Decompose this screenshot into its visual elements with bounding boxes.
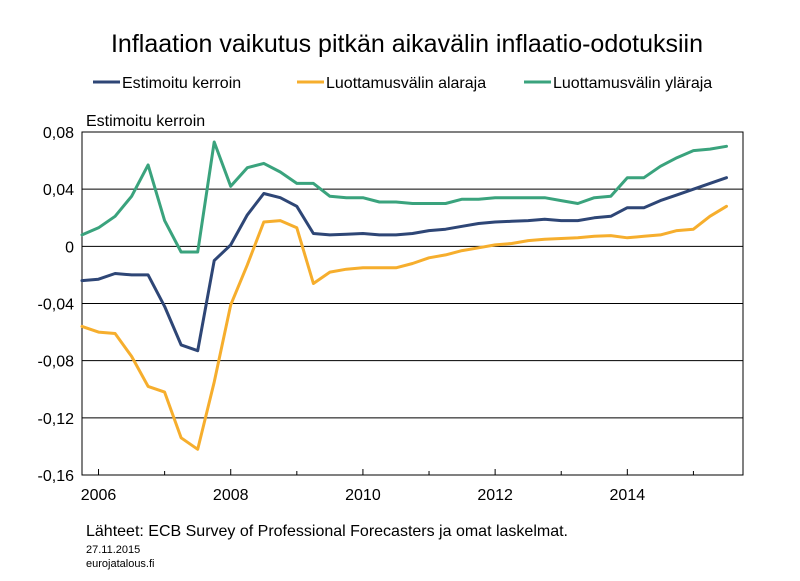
source-note: Lähteet: ECB Survey of Professional Fore… xyxy=(86,523,568,540)
y-tick-label: 0 xyxy=(65,239,74,256)
legend-label: Estimoitu kerroin xyxy=(122,75,241,92)
site-name: eurojatalous.fi xyxy=(86,558,155,570)
x-axis: 2006 2008 2010 2012 2014 xyxy=(81,469,694,504)
legend-label: Luottamusvälin yläraja xyxy=(553,75,712,92)
y-tick-label: -0,08 xyxy=(38,354,75,371)
series-line-1 xyxy=(80,176,728,353)
x-tick-label: 2014 xyxy=(610,487,646,504)
series-lines xyxy=(80,140,728,451)
series-line-2 xyxy=(80,204,728,451)
y-axis-label: Estimoitu kerroin xyxy=(86,113,205,130)
publication-date: 27.11.2015 xyxy=(86,544,140,556)
x-tick-label: 2006 xyxy=(81,487,117,504)
x-tick-label: 2012 xyxy=(477,487,513,504)
plot-frame xyxy=(81,131,744,476)
y-tick-label: 0,04 xyxy=(43,182,74,199)
y-axis: 0,08 0,04 0 -0,04 -0,08 -0,12 -0,16 xyxy=(38,125,75,485)
legend: Estimoitu kerroin Luottamusvälin alaraja L… xyxy=(93,75,712,92)
series-line-3 xyxy=(80,140,728,254)
gridlines xyxy=(82,188,743,419)
legend-label: Luottamusvälin alaraja xyxy=(326,75,486,92)
x-tick-label: 2008 xyxy=(213,487,249,504)
y-tick-label: -0,04 xyxy=(38,297,75,314)
x-tick-label: 2010 xyxy=(345,487,381,504)
y-tick-label: -0,12 xyxy=(38,411,75,428)
y-tick-label: 0,08 xyxy=(43,125,74,142)
chart-title: Inflaation vaikutus pitkän aikavälin inf… xyxy=(111,30,703,58)
y-tick-label: -0,16 xyxy=(38,468,75,485)
